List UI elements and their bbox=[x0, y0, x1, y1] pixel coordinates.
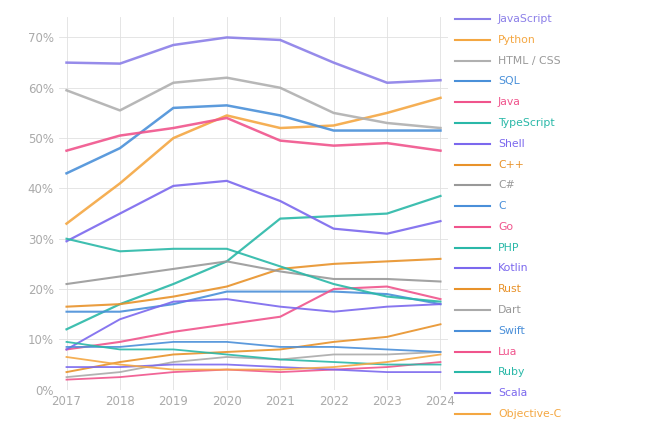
Text: C++: C++ bbox=[498, 159, 524, 170]
Text: Scala: Scala bbox=[498, 388, 527, 398]
Text: SQL: SQL bbox=[498, 76, 519, 87]
Text: TypeScript: TypeScript bbox=[498, 118, 554, 128]
Text: Lua: Lua bbox=[498, 346, 517, 357]
Text: C: C bbox=[498, 201, 506, 211]
Text: Go: Go bbox=[498, 222, 513, 232]
Text: PHP: PHP bbox=[498, 242, 519, 253]
Text: HTML / CSS: HTML / CSS bbox=[498, 55, 560, 66]
Text: Python: Python bbox=[498, 35, 536, 45]
Text: Kotlin: Kotlin bbox=[498, 263, 528, 274]
Text: Objective-C: Objective-C bbox=[498, 409, 561, 419]
Text: Java: Java bbox=[498, 97, 521, 107]
Text: Ruby: Ruby bbox=[498, 367, 525, 378]
Text: Dart: Dart bbox=[498, 305, 522, 315]
Text: Swift: Swift bbox=[498, 326, 525, 336]
Text: Rust: Rust bbox=[498, 284, 522, 294]
Text: Shell: Shell bbox=[498, 139, 525, 149]
Text: C#: C# bbox=[498, 180, 515, 191]
Text: JavaScript: JavaScript bbox=[498, 14, 552, 24]
